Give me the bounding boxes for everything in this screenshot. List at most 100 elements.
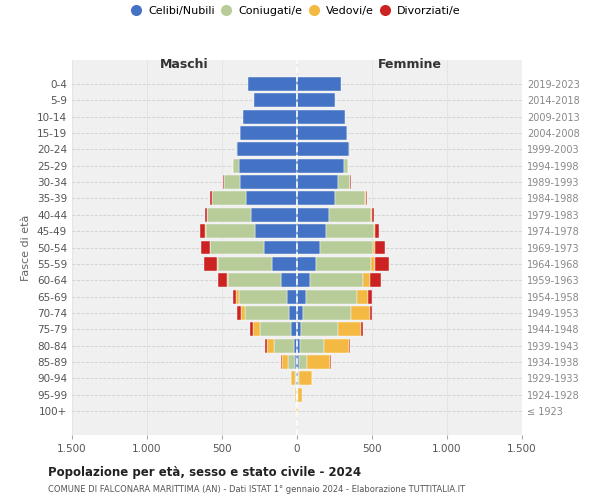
Bar [233, 290, 236, 304]
Text: Femmine: Femmine [377, 58, 442, 71]
Bar [281, 274, 297, 287]
Bar [316, 257, 371, 271]
Bar [240, 126, 297, 140]
Bar [299, 372, 312, 386]
Bar [297, 94, 335, 108]
Bar [373, 240, 376, 254]
Bar [363, 274, 370, 287]
Bar [372, 208, 374, 222]
Bar [300, 338, 324, 352]
Bar [282, 355, 289, 369]
Bar [297, 110, 345, 124]
Bar [295, 388, 296, 402]
Bar [361, 322, 363, 336]
Bar [297, 77, 341, 91]
Bar [320, 240, 373, 254]
Bar [297, 142, 349, 156]
Bar [212, 192, 246, 205]
Bar [240, 175, 297, 189]
Bar [356, 290, 368, 304]
Bar [251, 208, 297, 222]
Bar [297, 274, 310, 287]
Bar [217, 257, 218, 271]
Bar [246, 192, 297, 205]
Bar [374, 257, 389, 271]
Bar [255, 224, 297, 238]
Bar [295, 372, 296, 386]
Bar [298, 372, 299, 386]
Bar [205, 224, 255, 238]
Bar [200, 224, 205, 238]
Bar [297, 159, 343, 172]
Bar [210, 240, 264, 254]
Bar [343, 159, 348, 172]
Bar [292, 322, 297, 336]
Bar [266, 338, 274, 352]
Bar [310, 274, 363, 287]
Bar [307, 355, 331, 369]
Bar [241, 306, 245, 320]
Bar [301, 322, 338, 336]
Bar [287, 290, 297, 304]
Bar [239, 290, 287, 304]
Bar [297, 192, 335, 205]
Bar [297, 224, 325, 238]
Bar [205, 208, 207, 222]
Bar [245, 306, 289, 320]
Y-axis label: Fasce di età: Fasce di età [22, 214, 31, 280]
Bar [281, 355, 282, 369]
Bar [248, 77, 297, 91]
Bar [368, 290, 371, 304]
Bar [236, 290, 239, 304]
Bar [335, 192, 365, 205]
Bar [297, 290, 307, 304]
Bar [376, 240, 385, 254]
Bar [329, 208, 371, 222]
Bar [350, 175, 351, 189]
Bar [254, 94, 297, 108]
Bar [207, 208, 251, 222]
Bar [365, 192, 367, 205]
Bar [233, 159, 239, 172]
Bar [297, 208, 329, 222]
Bar [239, 159, 297, 172]
Bar [218, 274, 227, 287]
Bar [295, 355, 297, 369]
Bar [228, 274, 281, 287]
Bar [253, 322, 260, 336]
Bar [289, 355, 295, 369]
Bar [292, 372, 295, 386]
Bar [202, 240, 209, 254]
Bar [297, 175, 337, 189]
Bar [218, 257, 271, 271]
Bar [265, 338, 266, 352]
Bar [370, 306, 373, 320]
Y-axis label: Anni di nascita: Anni di nascita [599, 209, 600, 286]
Bar [297, 306, 304, 320]
Bar [371, 257, 374, 271]
Bar [223, 175, 240, 189]
Text: Popolazione per età, sesso e stato civile - 2024: Popolazione per età, sesso e stato civil… [48, 466, 361, 479]
Bar [271, 257, 297, 271]
Bar [298, 388, 302, 402]
Bar [304, 306, 350, 320]
Bar [349, 338, 350, 352]
Bar [349, 142, 350, 156]
Bar [294, 338, 297, 352]
Bar [338, 322, 361, 336]
Bar [260, 322, 292, 336]
Text: Maschi: Maschi [160, 58, 209, 71]
Bar [297, 372, 298, 386]
Bar [237, 142, 297, 156]
Bar [296, 372, 297, 386]
Bar [264, 240, 297, 254]
Legend: Celibi/Nubili, Coniugati/e, Vedovi/e, Divorziati/e: Celibi/Nubili, Coniugati/e, Vedovi/e, Di… [130, 2, 464, 19]
Bar [274, 338, 294, 352]
Bar [370, 274, 382, 287]
Bar [204, 257, 217, 271]
Bar [289, 306, 297, 320]
Bar [307, 290, 356, 304]
Bar [250, 322, 253, 336]
Bar [337, 175, 350, 189]
Bar [324, 338, 349, 352]
